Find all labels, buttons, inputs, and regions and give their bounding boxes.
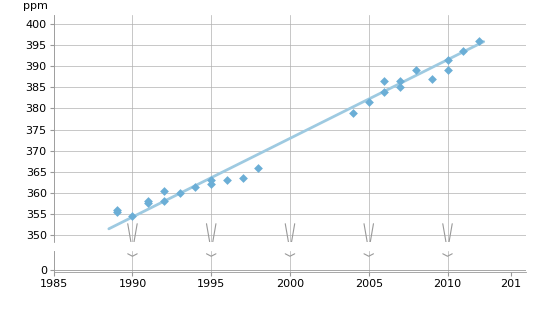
Point xyxy=(112,210,121,214)
Point xyxy=(365,99,373,104)
Point xyxy=(427,76,436,81)
Point xyxy=(176,190,184,195)
Point xyxy=(159,199,168,204)
Point xyxy=(207,182,215,187)
Point xyxy=(380,89,389,94)
Point xyxy=(396,78,404,83)
Point xyxy=(128,214,137,219)
Point xyxy=(191,184,200,189)
Point xyxy=(380,78,389,83)
Point xyxy=(254,165,263,170)
Point xyxy=(238,176,247,180)
Point xyxy=(396,85,404,90)
Text: ppm: ppm xyxy=(23,1,48,11)
Point xyxy=(144,199,153,204)
Point xyxy=(443,57,452,62)
Point xyxy=(412,68,420,73)
Point xyxy=(459,49,468,54)
Point xyxy=(112,207,121,212)
Point xyxy=(349,110,357,115)
Point xyxy=(443,68,452,73)
Point xyxy=(207,178,215,183)
Point xyxy=(159,188,168,193)
Point xyxy=(223,178,231,183)
Point xyxy=(144,201,153,206)
Point xyxy=(475,38,483,43)
